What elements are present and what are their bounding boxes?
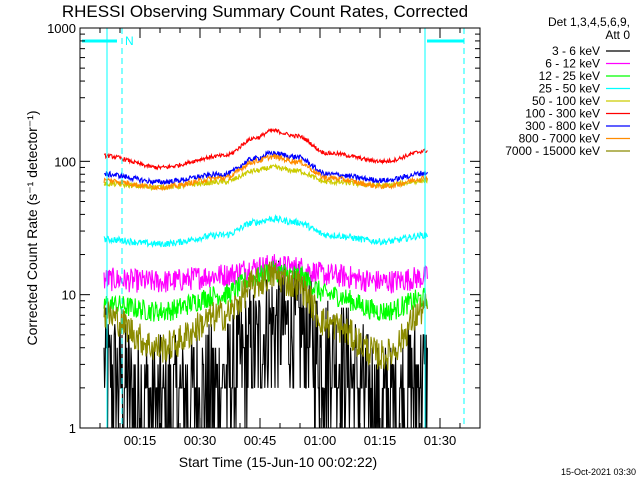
legend-label: 6 - 12 keV: [545, 57, 600, 71]
x-tick-label: 01:30: [424, 433, 457, 448]
legend-label: 50 - 100 keV: [532, 94, 600, 108]
series-line: [103, 214, 428, 249]
x-tick-label: 00:15: [124, 433, 157, 448]
x-axis: 00:15 00:30 00:45 01:00 01:15 01:30: [99, 28, 461, 448]
legend-label: 12 - 25 keV: [539, 69, 600, 83]
legend-label: 100 - 300 keV: [525, 107, 600, 121]
series-layer: [103, 127, 428, 429]
series-line: [103, 127, 428, 171]
chart-title: RHESSI Observing Summary Count Rates, Co…: [62, 2, 468, 21]
y-tick-label: 1: [69, 421, 76, 436]
y-tick-label: 1000: [47, 21, 76, 36]
x-axis-label: Start Time (15-Jun-10 00:02:22): [179, 454, 377, 470]
flag-label: N: [125, 34, 134, 48]
legend-header-line-2: Att 0: [605, 28, 630, 42]
y-tick-label: 100: [54, 154, 76, 169]
flags-layer: N: [82, 28, 465, 428]
x-tick-label: 01:15: [364, 433, 397, 448]
legend-header-line-1: Det 1,3,4,5,6,9,: [548, 15, 630, 29]
y-tick-label: 10: [62, 288, 76, 303]
legend-label: 300 - 800 keV: [525, 119, 600, 133]
x-tick-label: 00:45: [244, 433, 277, 448]
series-line: [103, 261, 428, 371]
legend-label: 3 - 6 keV: [552, 44, 600, 58]
legend-label: 7000 - 15000 keV: [505, 144, 600, 158]
legend-label: 800 - 7000 keV: [519, 132, 600, 146]
series-line: [103, 152, 428, 192]
footer-timestamp: 15-Oct-2021 03:30: [561, 467, 636, 477]
legend-label: 25 - 50 keV: [539, 82, 600, 96]
y-axis-label: Corrected Count Rate (s⁻¹ detector⁻¹): [24, 111, 40, 346]
series-line: [103, 254, 428, 294]
x-tick-label: 00:30: [184, 433, 217, 448]
series-line: [103, 150, 428, 186]
y-axis: 1 10 100 1000: [47, 21, 480, 436]
x-tick-label: 01:00: [304, 433, 337, 448]
